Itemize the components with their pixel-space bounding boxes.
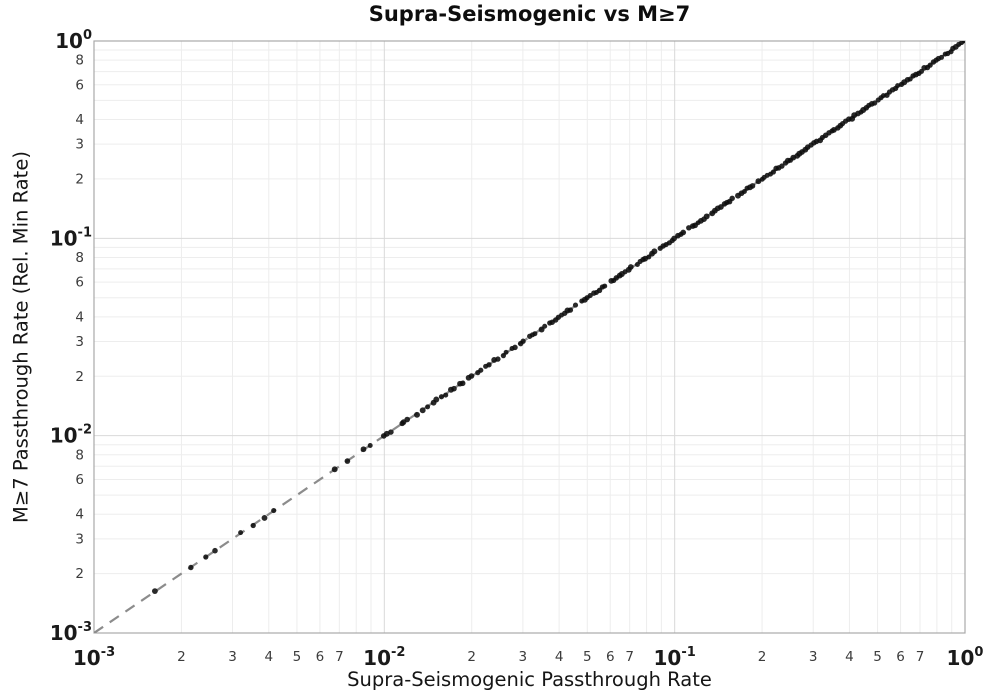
data-point — [419, 407, 426, 414]
tick-label-major: 10-2 — [50, 423, 92, 448]
minor-gridlines — [94, 41, 965, 633]
data-point — [872, 100, 878, 106]
tick-label-minor: 4 — [75, 309, 84, 325]
data-point — [250, 522, 256, 529]
data-point — [542, 323, 548, 329]
tick-label-minor: 7 — [335, 649, 344, 665]
tick-label-minor: 6 — [75, 77, 84, 93]
data-point — [567, 307, 574, 313]
tick-label-minor: 3 — [75, 137, 84, 153]
tick-label-minor: 3 — [228, 649, 237, 665]
data-point — [367, 443, 373, 448]
tick-label-minor: 2 — [758, 649, 767, 665]
data-point — [188, 564, 194, 571]
data-point — [627, 264, 634, 270]
tick-label-minor: 2 — [177, 649, 186, 665]
data-point — [388, 429, 394, 435]
data-point — [729, 195, 735, 202]
tick-label-minor: 2 — [75, 171, 84, 187]
tick-label-minor: 5 — [293, 649, 302, 665]
tick-label-major: 10-3 — [50, 620, 92, 645]
tick-label-minor: 3 — [75, 531, 84, 547]
data-point — [344, 458, 351, 464]
data-point — [961, 41, 965, 44]
data-point — [203, 554, 209, 560]
tick-label-minor: 8 — [75, 250, 84, 266]
data-point — [360, 446, 367, 453]
tick-label-minor: 2 — [75, 566, 84, 582]
y-axis-label: M≥7 Passthrough Rate (Rel. Min Rate) — [9, 151, 33, 523]
data-point — [651, 248, 658, 255]
data-point — [602, 283, 608, 289]
data-point — [703, 213, 710, 220]
tick-label-minor: 4 — [555, 649, 564, 665]
data-point — [212, 547, 218, 554]
data-point — [331, 466, 338, 473]
data-point — [433, 396, 440, 403]
tick-label-minor: 4 — [75, 112, 84, 128]
scatter-points — [151, 41, 965, 595]
y-tick-labels: 100 10-1 10-2 10-3 8 6 4 3 2 8 6 4 3 2 8 6 4 3 2 — [50, 28, 92, 645]
tick-label-major: 10-1 — [50, 225, 92, 250]
data-point — [520, 338, 526, 344]
tick-label-minor: 3 — [519, 649, 528, 665]
tick-label-major: 10-1 — [654, 645, 696, 670]
data-point — [425, 404, 431, 410]
data-point — [271, 508, 277, 514]
tick-label-minor: 7 — [916, 649, 925, 665]
chart-title: Supra-Seismogenic vs M≥7 — [368, 2, 691, 26]
tick-label-minor: 6 — [316, 649, 325, 665]
tick-label-minor: 8 — [75, 447, 84, 463]
data-point — [404, 416, 410, 423]
tick-label-major: 100 — [947, 645, 984, 670]
data-point — [495, 356, 501, 362]
tick-label-minor: 3 — [809, 649, 818, 665]
data-point — [414, 411, 420, 418]
tick-label-minor: 8 — [75, 53, 84, 69]
x-axis-label: Supra-Seismogenic Passthrough Rate — [347, 668, 712, 691]
tick-label-minor: 6 — [75, 275, 84, 291]
data-point — [680, 229, 687, 236]
data-point — [459, 380, 466, 387]
data-point — [468, 373, 475, 379]
tick-label-minor: 5 — [583, 649, 592, 665]
data-point — [895, 83, 901, 89]
tick-label-minor: 4 — [845, 649, 854, 665]
tick-label-major: 10-3 — [73, 645, 115, 670]
tick-label-major: 10-2 — [363, 645, 405, 670]
data-point — [938, 54, 945, 60]
tick-label-minor: 6 — [606, 649, 615, 665]
data-point — [443, 392, 449, 398]
data-point — [486, 362, 492, 368]
tick-label-minor: 4 — [265, 649, 274, 665]
data-point — [151, 588, 158, 595]
data-point — [572, 302, 579, 308]
data-point — [238, 530, 244, 536]
tick-label-minor: 2 — [467, 649, 476, 665]
tick-label-minor: 2 — [75, 369, 84, 385]
plot-spines — [93, 40, 966, 634]
tick-label-major: 100 — [55, 28, 92, 53]
data-point — [438, 394, 445, 400]
tick-label-minor: 6 — [75, 472, 84, 488]
data-point — [451, 385, 457, 392]
data-point — [503, 349, 509, 355]
tick-label-minor: 3 — [75, 334, 84, 350]
tick-label-minor: 6 — [896, 649, 905, 665]
data-point — [532, 331, 538, 337]
data-point — [478, 367, 484, 373]
tick-label-minor: 4 — [75, 507, 84, 523]
data-point — [512, 344, 518, 351]
tick-label-minor: 7 — [625, 649, 634, 665]
data-point — [779, 163, 785, 169]
tick-label-minor: 5 — [873, 649, 882, 665]
data-point — [749, 183, 756, 189]
data-point — [261, 514, 268, 521]
